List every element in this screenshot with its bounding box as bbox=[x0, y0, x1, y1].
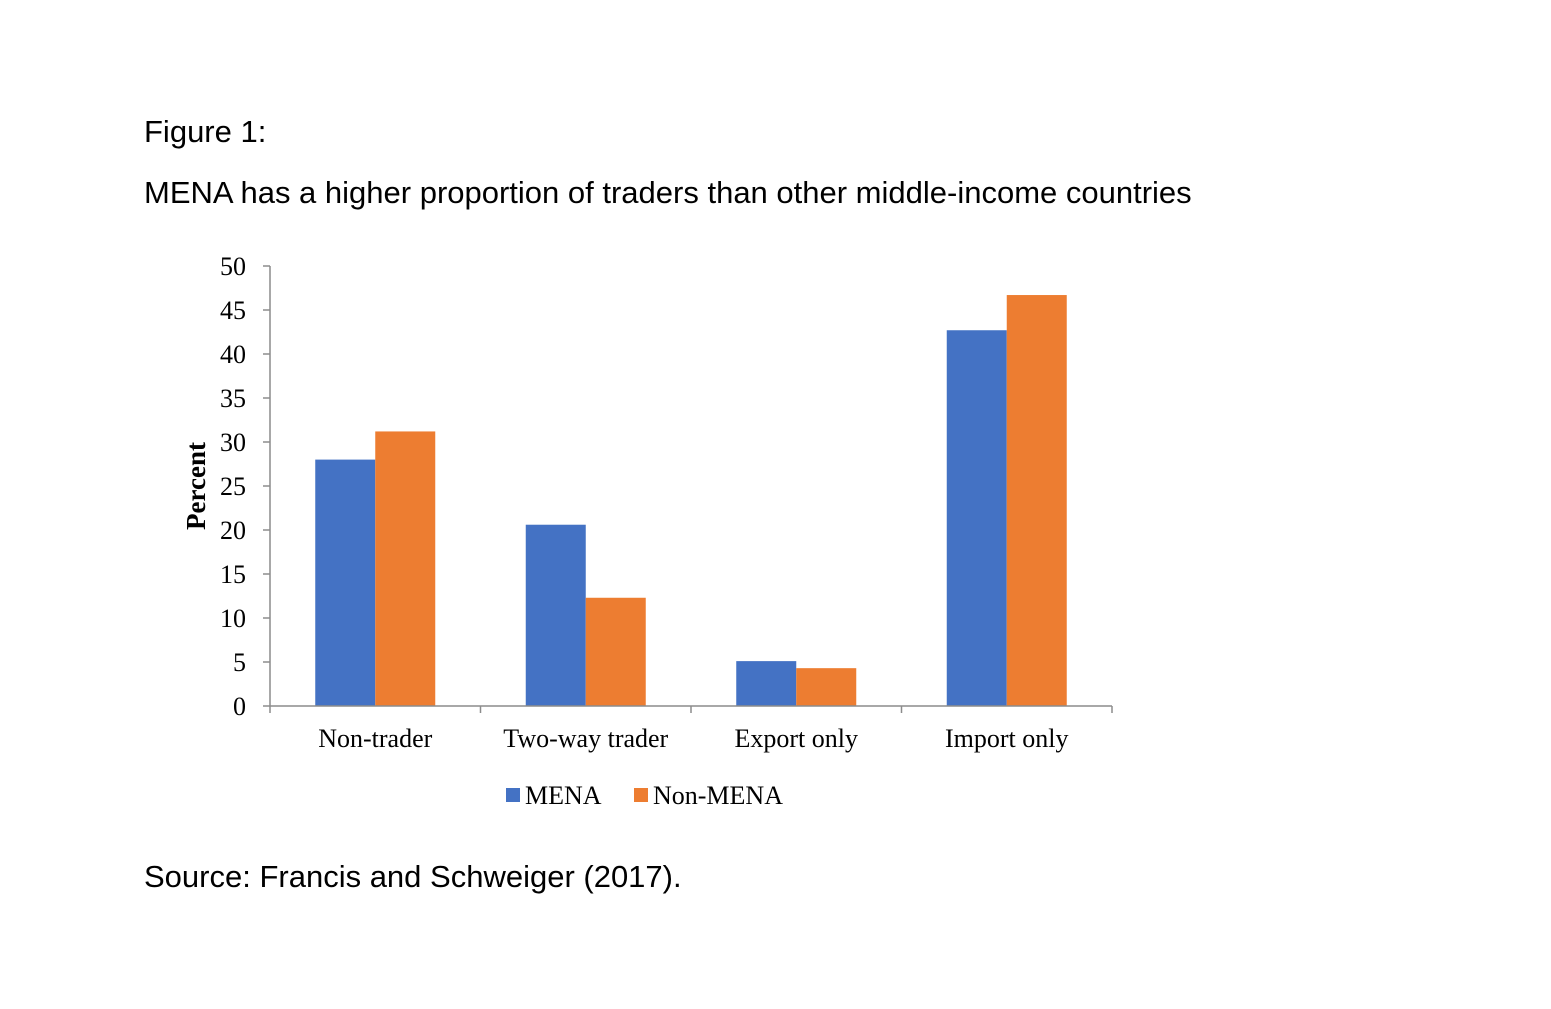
bar-mena-two-way-trader bbox=[525, 524, 586, 706]
y-tick-label: 40 bbox=[220, 340, 246, 369]
bar-non-mena-two-way-trader bbox=[585, 597, 646, 706]
figure-source: Source: Francis and Schweiger (2017). bbox=[144, 859, 682, 894]
figure-title: MENA has a higher proportion of traders … bbox=[144, 175, 1192, 210]
x-tick-label: Export only bbox=[735, 724, 859, 753]
y-tick-label: 30 bbox=[220, 428, 246, 457]
y-tick-label: 35 bbox=[220, 384, 246, 413]
y-tick-label: 45 bbox=[220, 296, 246, 325]
x-tick-label: Non-trader bbox=[318, 724, 432, 753]
figure-label: Figure 1: bbox=[144, 114, 267, 149]
x-tick-label: Two-way trader bbox=[503, 724, 668, 753]
bar-non-mena-import-only bbox=[1006, 295, 1067, 706]
bar-mena-export-only bbox=[736, 661, 797, 706]
bar-mena-import-only bbox=[946, 330, 1007, 706]
y-axis-label: Percent bbox=[181, 442, 211, 530]
y-tick-label: 10 bbox=[220, 604, 246, 633]
y-tick-label: 20 bbox=[220, 516, 246, 545]
axes-group: 0 5 10 15 20 25 30 35 40 45 50 Non-trader Two-way tr… bbox=[220, 252, 1113, 753]
y-tick-label: 0 bbox=[233, 692, 246, 721]
y-tick-label: 15 bbox=[220, 560, 246, 589]
x-tick-label: Import only bbox=[945, 724, 1069, 753]
legend-swatch-mena bbox=[506, 788, 520, 802]
legend-swatch-non-mena bbox=[634, 788, 648, 802]
bars-group bbox=[315, 295, 1067, 706]
y-tick-label: 25 bbox=[220, 472, 246, 501]
y-tick-label: 5 bbox=[233, 648, 246, 677]
legend-label-mena: MENA bbox=[525, 781, 602, 810]
bar-non-mena-non-trader bbox=[375, 431, 436, 706]
bar-non-mena-export-only bbox=[796, 668, 857, 706]
y-tick-label: 50 bbox=[220, 252, 246, 281]
legend-label-non-mena: Non-MENA bbox=[653, 781, 783, 810]
legend: MENA Non-MENA bbox=[506, 781, 783, 810]
bar-mena-non-trader bbox=[315, 459, 376, 706]
